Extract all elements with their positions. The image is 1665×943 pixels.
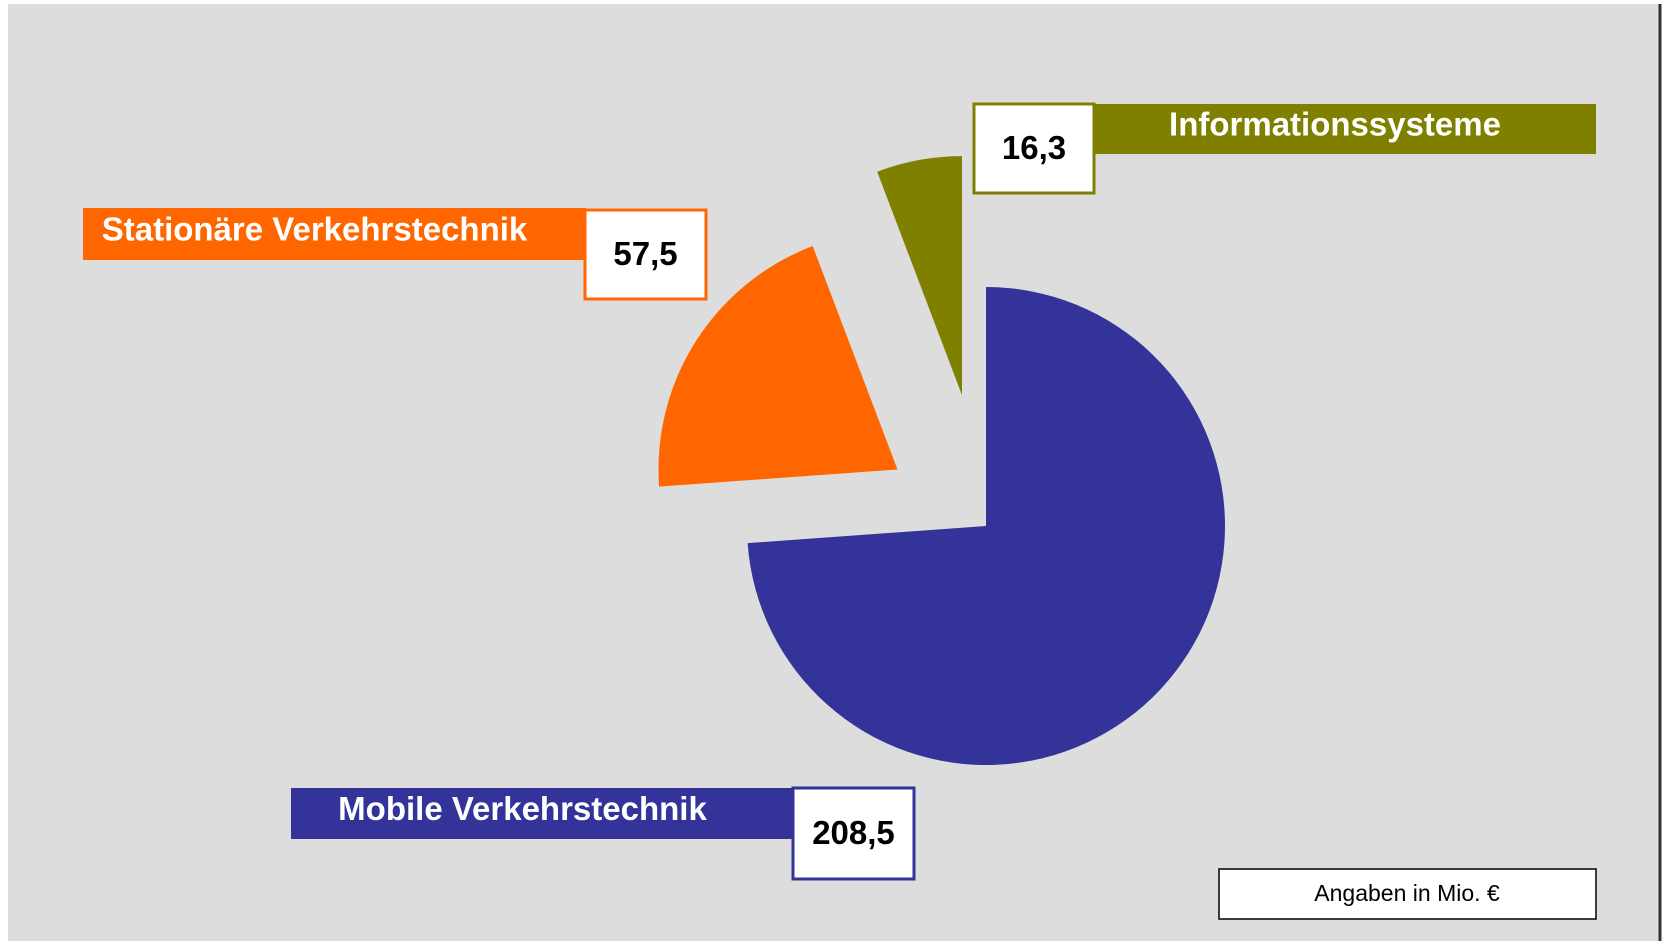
label-bar — [291, 788, 794, 839]
label-bar — [1094, 104, 1596, 154]
slice-name: Stationäre Verkehrstechnik — [102, 211, 528, 248]
value-box — [583, 208, 708, 301]
slice-name: Informationssysteme — [1169, 106, 1501, 143]
value-box — [972, 102, 1096, 195]
pie-slice — [658, 246, 898, 487]
note: Angaben in Mio. € — [1314, 880, 1500, 906]
value-label: 16,3 — [1002, 129, 1066, 166]
note-box — [1218, 868, 1597, 920]
value-box — [791, 786, 916, 881]
label-bar — [83, 208, 586, 260]
value-label: 208,5 — [812, 814, 895, 851]
value-label: 57,5 — [613, 235, 677, 272]
pie-slice — [747, 287, 1225, 765]
pie-slice — [877, 156, 963, 396]
slice-name: Mobile Verkehrstechnik — [338, 790, 707, 827]
